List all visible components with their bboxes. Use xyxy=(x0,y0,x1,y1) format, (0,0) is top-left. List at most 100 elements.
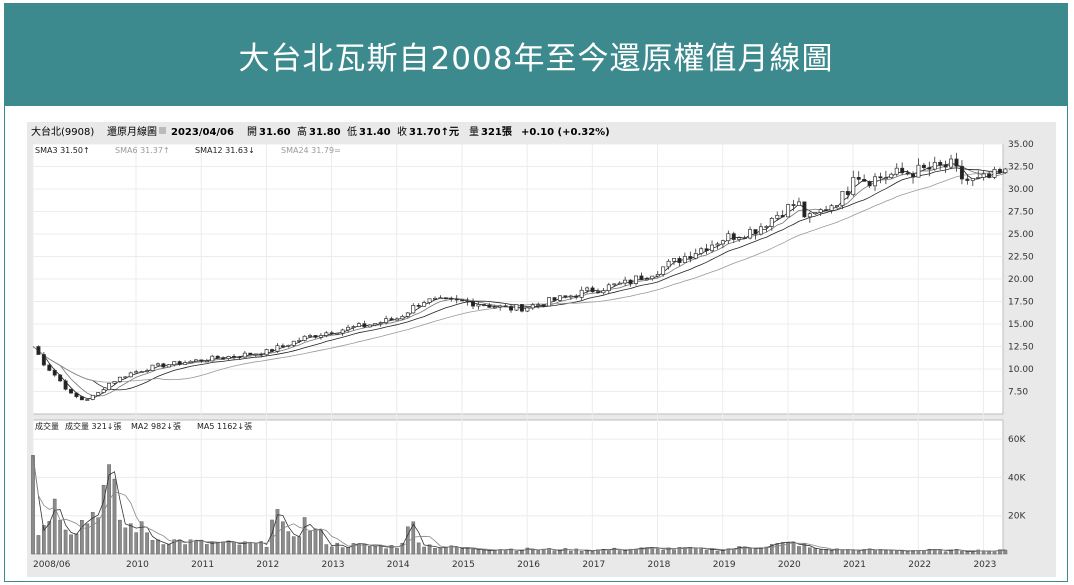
candle-body xyxy=(389,318,394,321)
candle-body xyxy=(384,318,389,323)
candle-body xyxy=(862,179,867,182)
volume-bar xyxy=(427,544,432,555)
candle-body xyxy=(715,243,720,246)
candle-body xyxy=(786,204,791,218)
volume-bar xyxy=(237,544,242,555)
volume-bar xyxy=(862,549,866,555)
candle-body xyxy=(552,297,557,301)
volume-bar xyxy=(612,547,617,555)
candle-body xyxy=(221,357,226,360)
volume-bar xyxy=(780,542,785,555)
volume-bar xyxy=(628,548,633,555)
volume-bar xyxy=(444,547,448,555)
time-tick-label: 2014 xyxy=(387,560,410,570)
chart-svg: 大台北(9908) 還原月線圖 2023/04/06 開 31.60 高 31.… xyxy=(31,125,1034,570)
candle-body xyxy=(699,248,704,254)
candle-body xyxy=(199,359,204,362)
candle-body xyxy=(590,287,595,293)
candle-body xyxy=(275,345,280,352)
volume-bar xyxy=(688,547,693,555)
candle-body xyxy=(324,332,329,336)
volume-bar xyxy=(194,540,198,555)
candle-body xyxy=(530,304,535,309)
candle-body xyxy=(134,371,139,374)
candle-body xyxy=(177,361,182,365)
candle-body xyxy=(416,305,421,307)
candle-body xyxy=(769,218,774,227)
candle-body xyxy=(677,258,682,263)
volume-bar xyxy=(607,549,611,555)
candle-body xyxy=(519,304,524,312)
sma-legend-item: SMA3 31.50↑ xyxy=(35,146,90,155)
candle-body xyxy=(346,326,351,331)
candle-body xyxy=(509,306,514,311)
close-label: 收 xyxy=(397,125,407,138)
volume-bar xyxy=(69,534,73,555)
candle-body xyxy=(731,233,736,240)
volume-bar xyxy=(683,548,687,555)
volume-bar xyxy=(232,542,236,555)
volume-bar xyxy=(438,547,443,555)
candle-body xyxy=(595,291,600,294)
candle-body xyxy=(835,205,839,207)
volume-bar xyxy=(666,547,671,555)
volume-bar xyxy=(199,539,204,555)
volume-bar xyxy=(492,549,497,555)
candle-body xyxy=(503,305,508,308)
candle-body xyxy=(813,212,818,215)
close-value: 31.70↑元 xyxy=(409,126,459,138)
volume-bar xyxy=(721,549,725,555)
time-tick-label: 2020 xyxy=(778,560,801,570)
volume-bar xyxy=(726,548,731,555)
volume-bar xyxy=(568,550,573,555)
candle-body xyxy=(378,322,383,324)
volume-bar xyxy=(373,545,378,555)
chart-mode: 還原月線圖 xyxy=(107,125,157,138)
candle-body xyxy=(574,295,579,298)
candle-body xyxy=(775,215,780,219)
price-tick-label: 12.50 xyxy=(1008,343,1034,353)
candle-body xyxy=(454,298,459,301)
price-tick-label: 27.50 xyxy=(1008,208,1034,218)
volume-bar xyxy=(460,548,464,555)
volume-value: 321張 xyxy=(481,126,513,138)
candle-body xyxy=(883,177,888,179)
candle-body xyxy=(237,356,242,359)
candle-body xyxy=(476,304,481,307)
volume-bar xyxy=(351,543,356,555)
volume-bar xyxy=(797,546,801,555)
candle-body xyxy=(291,340,296,346)
candle-body xyxy=(748,229,753,239)
volume-bar xyxy=(145,532,149,555)
candle-body xyxy=(302,335,307,341)
volume-bar xyxy=(476,549,481,555)
candle-body xyxy=(623,279,628,284)
candle-body xyxy=(726,233,731,242)
time-tick-label: 2019 xyxy=(713,560,736,570)
candle-body xyxy=(155,363,160,366)
volume-bar xyxy=(943,551,948,555)
candle-body xyxy=(329,332,334,335)
volume-bar xyxy=(308,531,312,555)
candle-body xyxy=(628,279,633,284)
time-tick-label: 2016 xyxy=(517,560,540,570)
volume-bar xyxy=(215,542,220,555)
candle-body xyxy=(807,213,812,218)
volume-bar xyxy=(134,532,139,555)
candle-body xyxy=(845,190,850,195)
volume-bar xyxy=(433,548,437,555)
candle-body xyxy=(36,346,41,355)
volume-bar xyxy=(329,546,334,555)
candle-body xyxy=(79,396,84,401)
candle-body xyxy=(927,167,932,170)
candle-body xyxy=(612,283,617,286)
time-tick-label: 2010 xyxy=(126,560,149,570)
candle-body xyxy=(335,332,340,335)
volume-bar xyxy=(411,521,416,555)
candle-body xyxy=(997,169,1002,174)
volume-bar xyxy=(36,535,41,555)
volume-legend-item: 成交量 321↓張 xyxy=(65,421,122,431)
candle-body xyxy=(867,181,872,187)
volume-bar xyxy=(530,549,535,555)
candle-body xyxy=(720,240,725,245)
